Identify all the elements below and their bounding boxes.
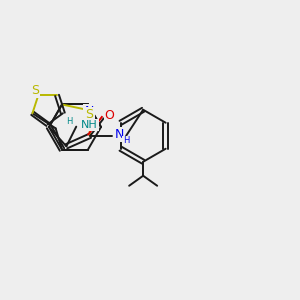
Text: N: N xyxy=(115,128,124,141)
Text: H: H xyxy=(123,136,129,145)
Text: N: N xyxy=(84,105,94,118)
Text: S: S xyxy=(85,108,93,122)
Text: S: S xyxy=(31,84,39,97)
Text: H: H xyxy=(66,117,72,126)
Text: O: O xyxy=(105,109,115,122)
Text: NH: NH xyxy=(81,120,98,130)
